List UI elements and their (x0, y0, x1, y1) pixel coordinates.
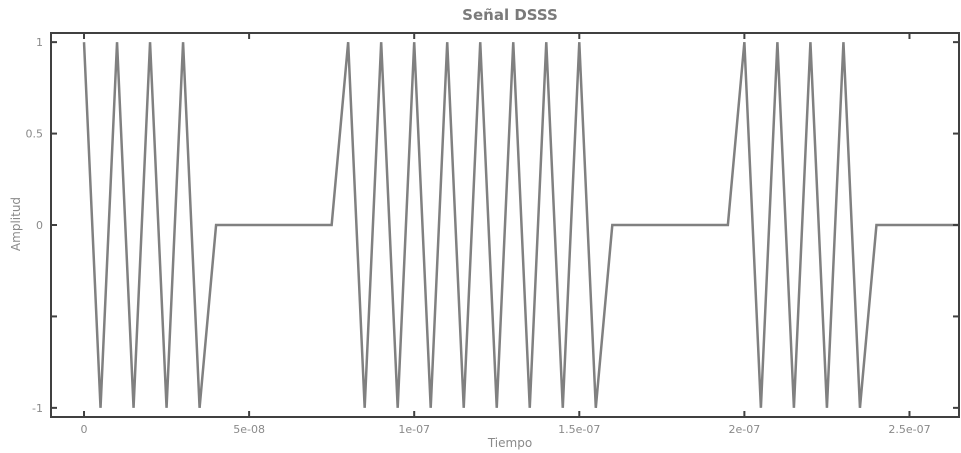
y-tick-label: 0.5 (26, 128, 44, 141)
plot-area (82, 42, 959, 408)
x-tick-label: 1e-07 (398, 423, 430, 436)
series-line-0 (82, 42, 959, 408)
x-tick-label: 5e-08 (233, 423, 265, 436)
axes: 1 0.5 0 -1 0 5e-08 1e-07 1.5e-07 2e-07 2.5e-07 (26, 32, 960, 436)
x-tick-label: 2e-07 (729, 423, 761, 436)
x-tick-label: 1.5e-07 (558, 423, 600, 436)
chart-title: Señal DSSS (462, 6, 558, 24)
y-tick-label: 1 (36, 36, 43, 49)
x-axis-label: Tiempo (487, 436, 532, 450)
y-tick-label: -1 (32, 402, 43, 415)
x-tick-label: 0 (81, 423, 88, 436)
x-tick-label: 2.5e-07 (888, 423, 930, 436)
y-axis-label: Amplitud (9, 197, 23, 251)
y-tick-label: 0 (36, 219, 43, 232)
